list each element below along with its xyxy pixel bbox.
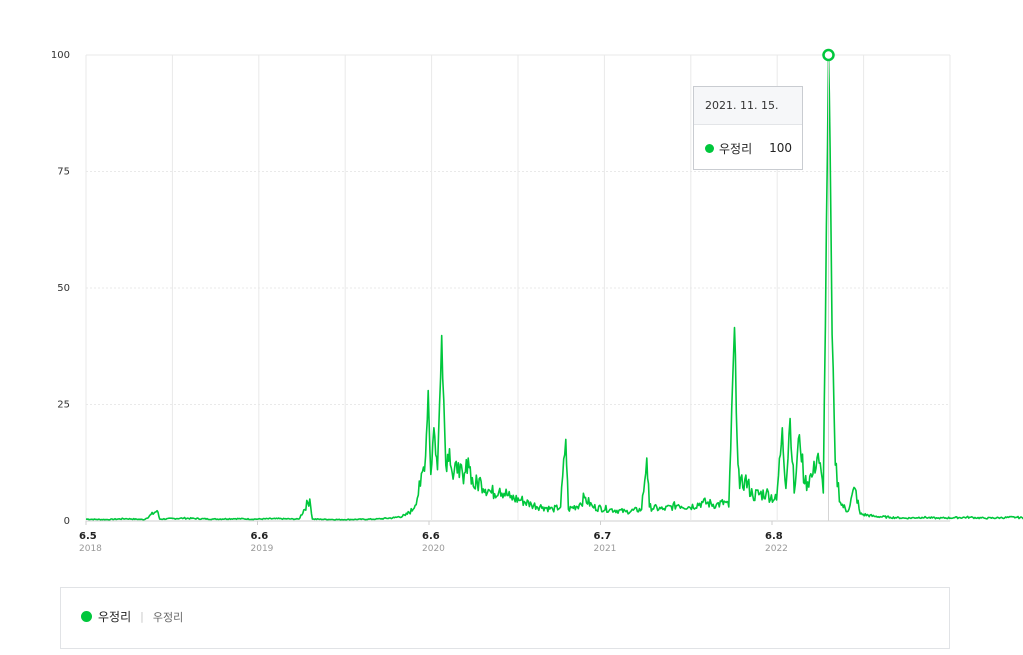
x-tick-label: 6.5 [79,531,97,542]
x-tick-sublabel: 2021 [594,544,617,554]
legend-label: 우정리 [98,610,132,624]
legend-sublabel: 우정리 [152,610,184,624]
tooltip-series-dot-icon [705,143,714,153]
x-tick-label: 6.6 [422,531,440,542]
chart-canvas: 0 25 50 75 100 6.5 2018 6.6 2019 6.6 2020 6.7 2021 6.… [51,48,1023,554]
legend-dot-icon [81,611,92,622]
legend-panel: 우정리 | 우정리 [60,587,950,649]
legend-item[interactable]: 우정리 | 우정리 [81,608,183,625]
y-tick-label: 0 [64,516,70,527]
y-tick-label: 25 [57,400,70,411]
peak-point-marker [822,48,835,62]
y-tick-label: 75 [57,167,70,178]
x-tick-sublabel: 2018 [79,544,102,554]
legend-separator: | [140,610,144,623]
y-tick-label: 100 [51,50,70,61]
tooltip-series-name: 우정리 [719,141,753,156]
chart-tooltip: 2021. 11. 15. 우정리 100 [693,86,803,170]
x-tick-sublabel: 2022 [765,544,788,554]
x-tick-label: 6.7 [594,531,612,542]
tooltip-value: 100 [769,141,792,155]
x-tick-label: 6.8 [765,531,783,542]
series-line-uijeongri [85,54,1023,521]
y-tick-label: 50 [57,283,70,294]
x-tick-sublabel: 2019 [251,544,274,554]
trend-chart: 0 25 50 75 100 6.5 2018 6.6 2019 6.6 2020 6.7 2021 6.… [51,48,1023,554]
x-tick-label: 6.6 [251,531,269,542]
tooltip-row: 우정리 100 [694,125,802,171]
x-tick-sublabel: 2020 [422,544,445,554]
tooltip-date: 2021. 11. 15. [694,87,802,125]
